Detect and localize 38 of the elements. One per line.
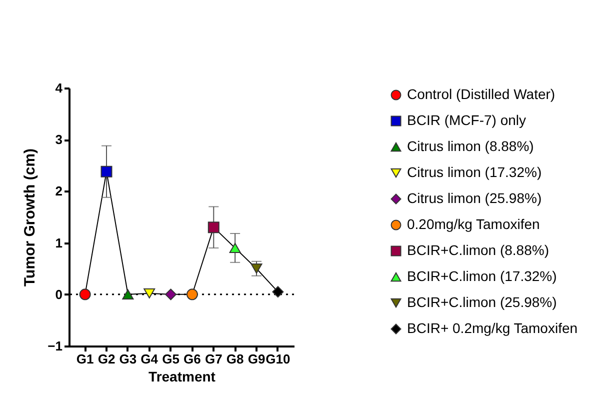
point	[79, 288, 91, 300]
x-tick-label: G8	[226, 352, 244, 366]
legend-label: BCIR (MCF-7) only	[407, 112, 526, 128]
x-axis-title: Treatment	[148, 368, 216, 384]
y-tick-label: 2	[55, 184, 62, 199]
legend-label: BCIR+C.limon (8.88%)	[407, 242, 549, 258]
legend-label: 0.20mg/kg Tamoxifen	[407, 216, 540, 232]
x-tick-label: G10	[266, 352, 290, 366]
point	[272, 286, 284, 298]
point	[186, 288, 198, 300]
x-tick-label: G1	[76, 352, 94, 366]
x-tick-label: G7	[204, 352, 222, 366]
point	[208, 222, 220, 234]
legend-label: Citrus limon (8.88%)	[407, 138, 534, 154]
legend-label: Citrus limon (17.32%)	[407, 164, 542, 180]
legend-label: BCIR+C.limon (17.32%)	[407, 268, 557, 284]
y-axis-title: Tumor Growth (cm)	[22, 148, 39, 287]
y-tick-label: 4	[55, 80, 64, 96]
x-tick-label: G9	[248, 352, 266, 366]
point	[144, 288, 156, 298]
legend-label: Control (Distilled Water)	[407, 86, 556, 102]
x-tick-label: G5	[162, 352, 180, 366]
x-tick-label: G4	[140, 352, 159, 366]
legend-label: BCIR+C.limon (25.98%)	[407, 294, 557, 310]
point	[122, 289, 134, 300]
legend-label: Citrus limon (25.98%)	[407, 190, 542, 206]
x-tick-label: G2	[98, 352, 116, 366]
y-tick-label: 0	[55, 286, 62, 302]
x-tick-label: G6	[184, 352, 201, 366]
point	[229, 242, 241, 253]
x-tick-label: G3	[119, 352, 137, 366]
y-tick-label: −1	[48, 338, 62, 354]
y-tick-label: 3	[55, 132, 62, 148]
point	[250, 264, 262, 274]
point	[100, 166, 112, 178]
point	[165, 288, 177, 300]
legend-label: BCIR+ 0.2mg/kg Tamoxifen	[407, 320, 578, 336]
y-tick-label: 1	[55, 235, 62, 250]
